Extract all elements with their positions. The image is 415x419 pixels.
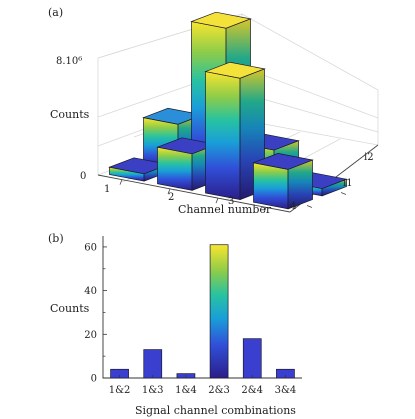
panel-b-y-ticks: 0 20 40 60	[84, 242, 107, 385]
panel-b-ytick-label: 60	[84, 242, 97, 253]
panel-a-x-label: Channel number	[178, 203, 272, 216]
bar-front-face	[205, 71, 241, 201]
panel-b-ytick-label: 0	[91, 374, 97, 385]
panel-b-xtick-label: 2&3	[208, 385, 230, 396]
panel-a-xtick-mark	[119, 179, 123, 185]
panel-a-xtick-3: 3	[228, 196, 234, 207]
panel-b-bar-2&4	[242, 338, 262, 379]
bar-top-face	[190, 11, 252, 29]
bar-front-face	[253, 162, 289, 210]
panel-a-ytick-top: 8.10⁶	[56, 56, 82, 67]
panel-a-xtick-mark	[215, 197, 219, 204]
panel-b: (b) 0 20 40 60 1&2 1&3 1&4 2&3 2&4 3&4 Counts Si…	[48, 232, 302, 417]
panel-b-ytick-label: 20	[84, 330, 97, 341]
panel-b-xtick-label: 1&2	[109, 385, 131, 396]
panel-a-ytick-zero: 0	[80, 171, 86, 182]
panel-b-x-label: Signal channel combinations	[135, 404, 296, 417]
panel-b-x-ticks: 1&2 1&3 1&4 2&3 2&4 3&4	[109, 375, 296, 396]
panel-a-xtick-4: 4	[290, 201, 296, 212]
bar-top-face	[204, 61, 266, 79]
panel-a-depth-tick-mark	[306, 205, 313, 208]
panel-b-y-label: Counts	[50, 302, 90, 315]
panel-a: (a) 8.10⁶ 0 Counts Channel number 1	[48, 6, 379, 216]
panel-a-depth-tick-i1: i1	[343, 178, 353, 189]
panel-a-x-ticks	[119, 179, 267, 213]
panel-a-xtick-1: 1	[104, 184, 110, 195]
panel-b-axes	[102, 236, 302, 379]
panel-b-xtick-label: 1&4	[175, 385, 197, 396]
panel-a-depth-tick-mark	[340, 192, 347, 195]
panel-a-xtick-mark	[263, 207, 267, 213]
panel-a-y-label: Counts	[50, 108, 90, 121]
bar-top-face	[252, 153, 314, 170]
panel-a-bar-i1-3	[204, 61, 266, 201]
panel-a-depth-tick-i2: i2	[364, 152, 374, 163]
panel-a-xtick-mark	[167, 188, 171, 195]
panel-b-xtick-label: 1&3	[142, 385, 164, 396]
panel-b-bars	[110, 244, 295, 379]
panel-b-bar-1&3	[143, 349, 163, 379]
panel-b-label: (b)	[48, 232, 64, 245]
panel-b-ytick-label: 40	[84, 286, 97, 297]
panel-a-depth-ticks	[306, 192, 347, 208]
panel-a-bars	[108, 11, 348, 210]
panel-a-label: (a)	[48, 6, 63, 19]
panel-b-xtick-label: 2&4	[241, 385, 263, 396]
bar-front-face	[157, 146, 193, 191]
panel-b-xtick-label: 3&4	[275, 385, 297, 396]
panel-b-bar-2&3	[209, 244, 229, 379]
panel-a-bar-i1-4	[252, 153, 314, 210]
panel-a-xtick-2: 2	[168, 192, 174, 203]
